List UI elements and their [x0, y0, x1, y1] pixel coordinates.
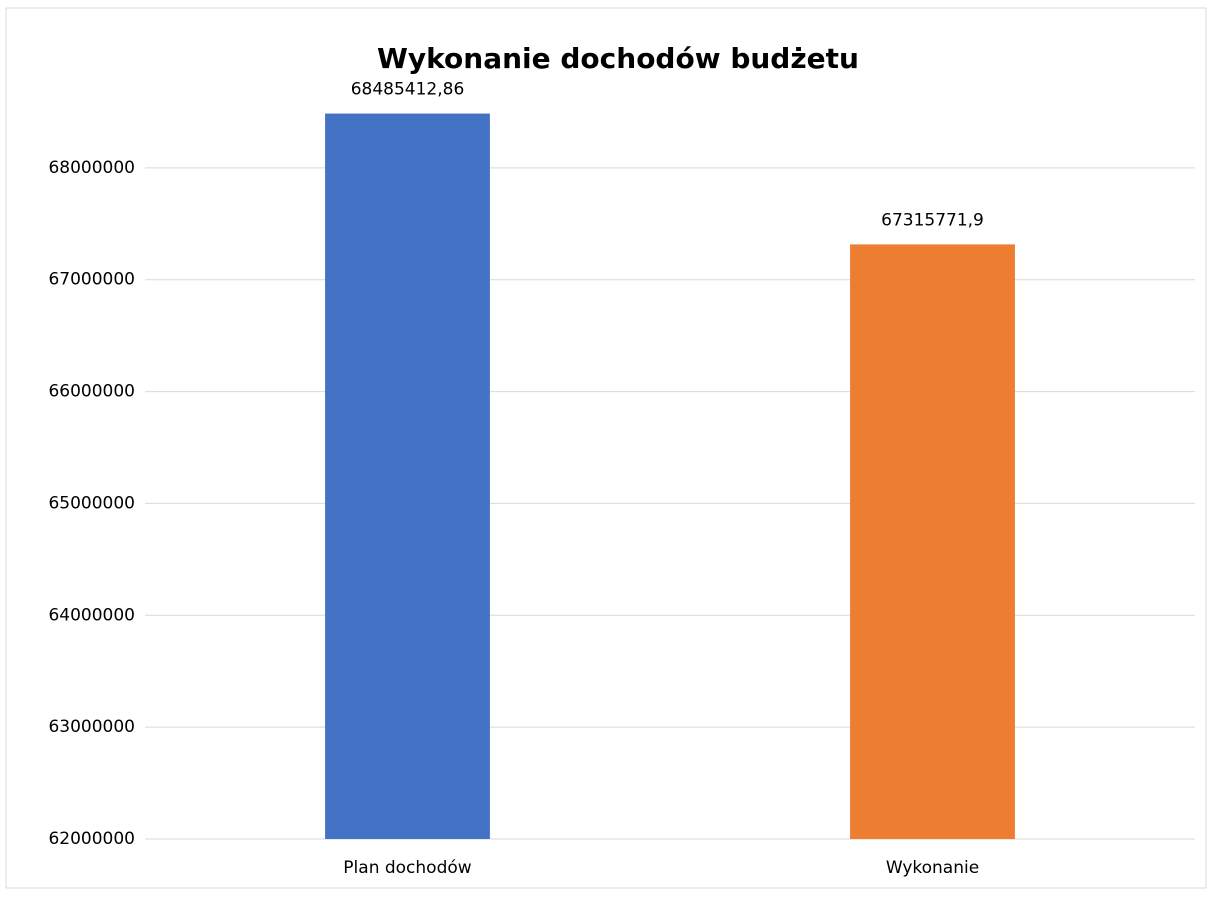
y-tick-label: 63000000 [48, 717, 135, 737]
y-tick-label: 65000000 [48, 493, 135, 513]
data-label: 67315771,9 [881, 210, 984, 230]
x-tick-label: Wykonanie [886, 858, 979, 878]
chart-title: Wykonanie dochodów budżetu [377, 42, 859, 75]
y-tick-label: 68000000 [48, 158, 135, 178]
y-tick-label: 62000000 [48, 829, 135, 849]
chart-frame [5, 7, 1207, 889]
y-tick-label: 64000000 [48, 605, 135, 625]
bar [325, 113, 490, 840]
y-tick-label: 67000000 [48, 270, 135, 290]
x-tick-label: Plan dochodów [343, 858, 471, 878]
data-label: 68485412,86 [351, 80, 465, 100]
y-tick-label: 66000000 [48, 382, 135, 402]
bar [850, 244, 1015, 839]
